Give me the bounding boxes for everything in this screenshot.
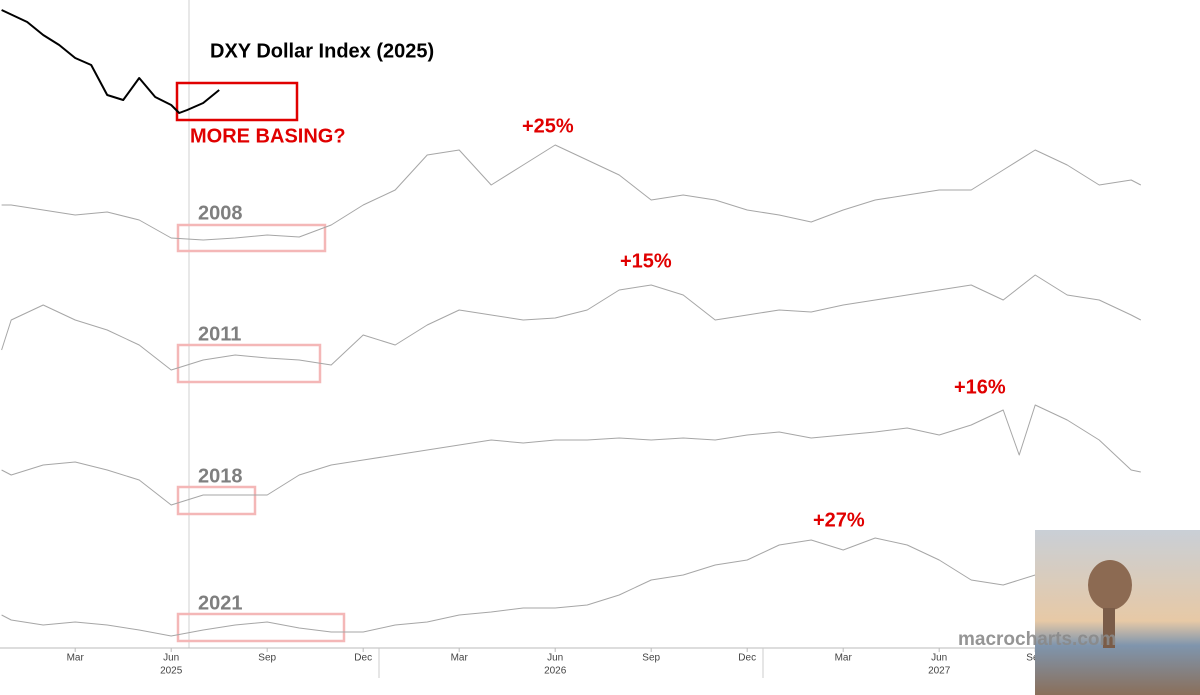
- x-tick-label: Jun: [163, 653, 179, 664]
- series-line: [1, 537, 1052, 637]
- x-tick-label: Mar: [67, 653, 85, 664]
- photo: [1035, 530, 1200, 695]
- photo-rock: [1103, 608, 1115, 648]
- panel-label: 2018: [198, 465, 243, 487]
- year-label: 2027: [928, 666, 951, 677]
- x-tick-label: Mar: [835, 653, 853, 664]
- peak-label: +27%: [813, 509, 865, 531]
- box-2008: [176, 223, 327, 253]
- data-layer: MarJunSepDecMarJunSepDecMarJunSepDec2025…: [1, 9, 1142, 677]
- panel-label: 2011: [198, 323, 241, 345]
- peak-label: +16%: [954, 376, 1006, 398]
- year-label: 2026: [544, 666, 567, 677]
- series-line: [1, 404, 1141, 506]
- series-line: [1, 274, 1142, 371]
- chart-title: DXY Dollar Index (2025): [210, 40, 434, 62]
- box-2018: [176, 485, 257, 516]
- x-tick-label: Jun: [547, 653, 563, 664]
- panel-label: 2008: [198, 202, 243, 224]
- x-tick-label: Jun: [931, 653, 947, 664]
- peak-label: +15%: [620, 250, 672, 272]
- peak-label: +25%: [522, 115, 574, 137]
- series-line: [1, 9, 220, 114]
- x-tick-label: Sep: [642, 653, 660, 664]
- red-box: [175, 81, 299, 122]
- x-tick-label: Dec: [738, 653, 756, 664]
- series-line: [1, 144, 1142, 241]
- x-tick-label: Sep: [258, 653, 276, 664]
- highlight-boxes: [176, 223, 346, 643]
- box-2021: [176, 612, 346, 643]
- year-label: 2025: [160, 666, 183, 677]
- photo-rock: [1088, 560, 1132, 610]
- panel-label: 2021: [198, 592, 243, 614]
- watermark: macrocharts.com: [958, 629, 1116, 650]
- box-2011: [176, 343, 322, 384]
- x-tick-label: Mar: [451, 653, 469, 664]
- x-tick-label: Dec: [354, 653, 372, 664]
- annotation: MORE BASING?: [190, 125, 346, 147]
